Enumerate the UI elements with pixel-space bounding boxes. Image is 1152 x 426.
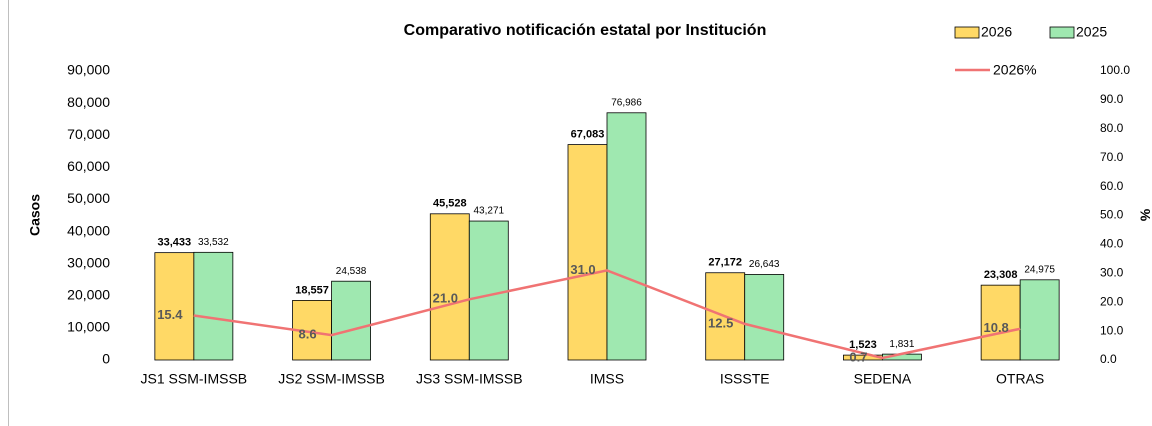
y2-tick-label: 70.0 (1100, 150, 1124, 164)
y-tick-label: 80,000 (67, 94, 110, 110)
legend-swatch (1049, 26, 1075, 39)
y-tick-label: 10,000 (67, 319, 110, 335)
y-axis-label: Casos (27, 194, 43, 236)
line-value-label: 0.7 (849, 349, 867, 364)
bar (980, 284, 1021, 361)
bar (193, 251, 234, 361)
y2-tick-label: 40.0 (1100, 237, 1124, 251)
bar (429, 213, 470, 361)
bar-value-label: 1,831 (889, 339, 914, 350)
x-tick-label: JS2 SSM-IMSSB (278, 371, 385, 387)
line-value-label: 10.8 (983, 320, 1008, 335)
bar (1019, 279, 1060, 361)
line-value-label: 31.0 (570, 262, 595, 277)
y2-tick-label: 80.0 (1100, 121, 1124, 135)
bar (567, 144, 608, 361)
y2-tick-label: 20.0 (1100, 294, 1124, 308)
legend-swatch (954, 26, 980, 39)
y-tick-label: 70,000 (67, 126, 110, 142)
line-value-label: 15.4 (157, 307, 183, 322)
legend-label: 2026 (981, 24, 1012, 40)
bar (154, 252, 195, 361)
bar (468, 220, 509, 361)
y-tick-label: 0 (102, 351, 110, 367)
chart-title: Comparativo notificación estatal por Ins… (404, 22, 767, 39)
y2-tick-label: 100.0 (1100, 63, 1130, 77)
y2-tick-label: 0.0 (1100, 352, 1117, 366)
y-tick-label: 90,000 (67, 62, 110, 78)
legend-label: 2026% (993, 62, 1037, 78)
bar-value-label: 76,986 (611, 97, 642, 108)
bar-value-label: 24,975 (1024, 264, 1055, 275)
bar-value-label: 27,172 (708, 257, 742, 269)
bar-value-label: 43,271 (473, 206, 504, 217)
y2-tick-label: 10.0 (1100, 323, 1124, 337)
bar (744, 274, 785, 361)
bar-value-label: 26,643 (749, 259, 780, 270)
line-series (193, 269, 1021, 360)
line-value-label: 12.5 (708, 315, 733, 330)
y-tick-label: 20,000 (67, 286, 110, 302)
bar-value-label: 23,308 (984, 269, 1018, 281)
x-tick-label: ISSSTE (720, 371, 770, 387)
bar-value-label: 67,083 (571, 128, 605, 140)
y-tick-label: 30,000 (67, 254, 110, 270)
y2-tick-label: 90.0 (1100, 92, 1124, 106)
bar-value-label: 1,523 (849, 339, 877, 351)
bar-value-label: 33,532 (198, 237, 229, 248)
y2-tick-label: 60.0 (1100, 179, 1124, 193)
x-tick-label: SEDENA (854, 371, 912, 387)
x-tick-label: JS3 SSM-IMSSB (416, 371, 523, 387)
line-value-label: 21.0 (433, 291, 458, 306)
y-tick-label: 50,000 (67, 190, 110, 206)
bar-value-label: 45,528 (433, 198, 467, 210)
y2-tick-label: 30.0 (1100, 265, 1124, 279)
y-tick-label: 60,000 (67, 158, 110, 174)
x-tick-label: OTRAS (996, 371, 1044, 387)
y2-axis-label: % (1137, 209, 1152, 222)
bar-value-label: 33,433 (158, 237, 192, 249)
bar (331, 280, 371, 361)
bar (606, 112, 647, 361)
bar-value-label: 18,557 (295, 284, 329, 296)
line-value-label: 8.6 (299, 327, 317, 342)
y2-tick-label: 50.0 (1100, 208, 1124, 222)
x-tick-label: IMSS (590, 371, 624, 387)
bar-value-label: 24,538 (336, 266, 367, 277)
y-tick-label: 40,000 (67, 222, 110, 238)
legend-label: 2025 (1076, 24, 1107, 40)
x-tick-label: JS1 SSM-IMSSB (141, 371, 248, 387)
